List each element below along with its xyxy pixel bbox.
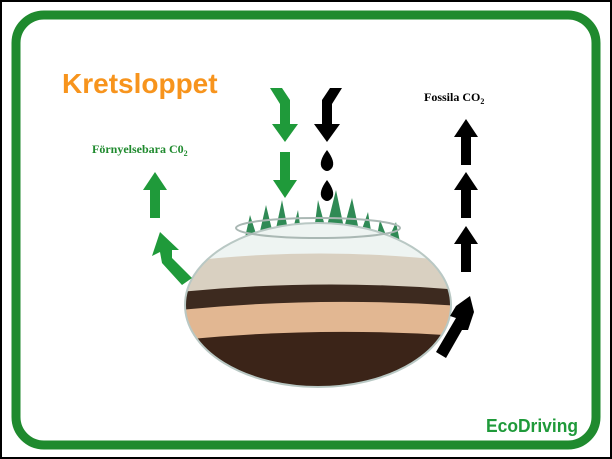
title: Kretsloppet [62,68,218,99]
label-subscript: 2 [184,149,188,158]
renewable-label: Förnyelsebara C02 [92,142,188,158]
logo: EcoDriving [486,416,578,436]
label-subscript: 2 [480,97,484,106]
label-text: Förnyelsebara C0 [92,142,184,156]
slide: Kretsloppet Förnyelsebara C02 Fossila CO… [0,0,612,459]
fossil-label: Fossila CO2 [424,90,484,106]
label-text: Fossila CO [424,90,480,104]
